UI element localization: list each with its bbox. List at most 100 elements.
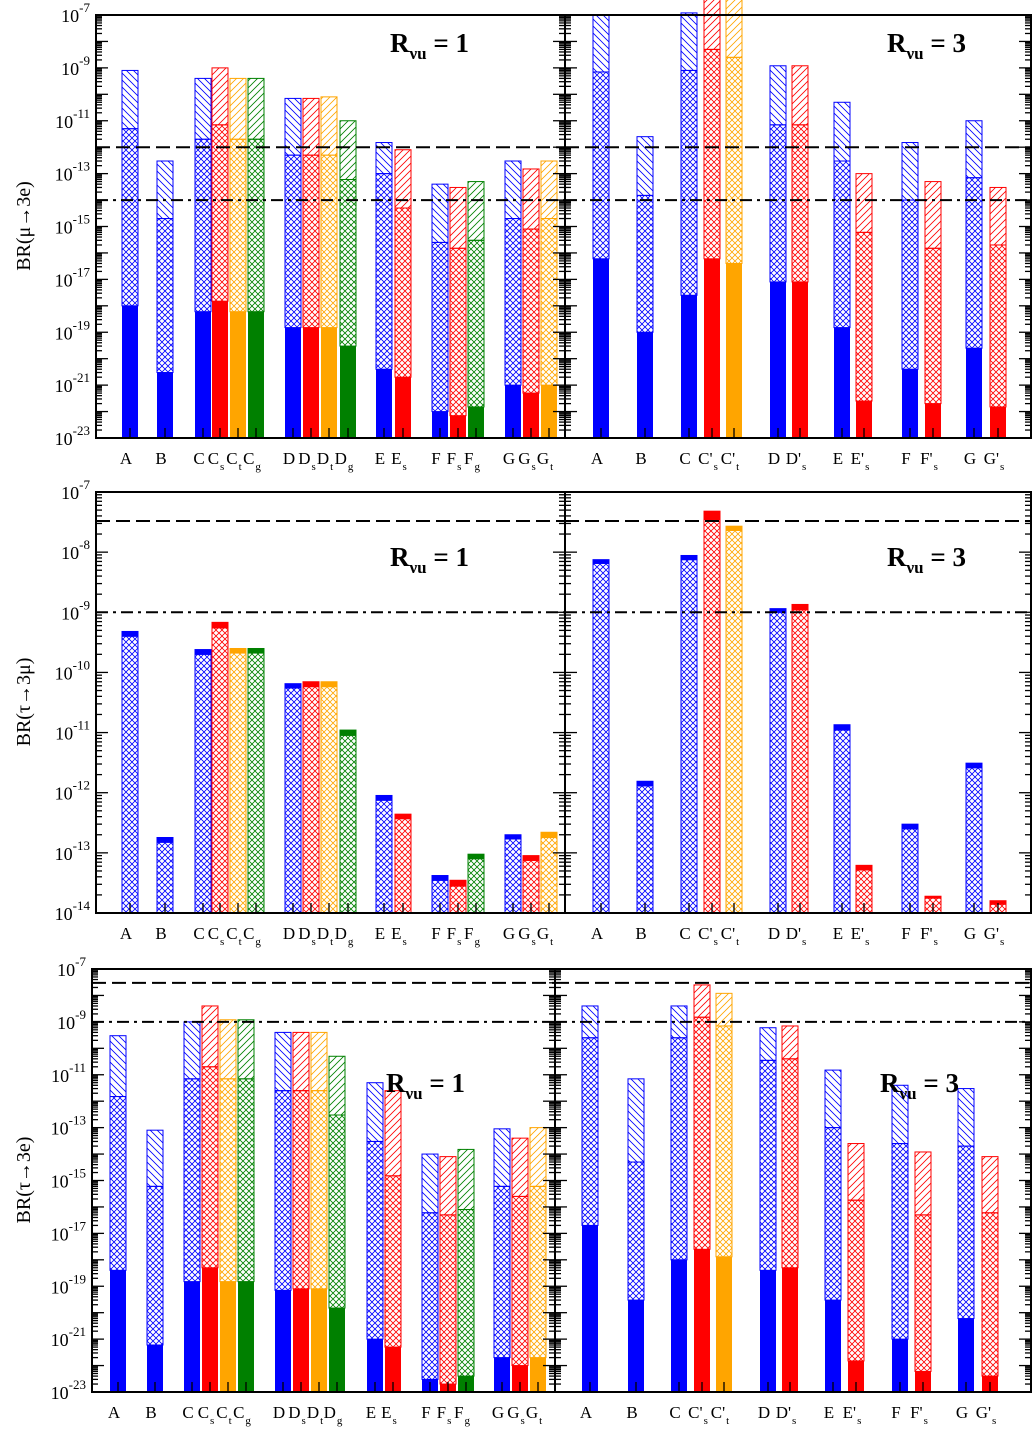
bar-solid-segment [825,1300,841,1392]
bar-solid-cap [302,681,320,688]
bar-solid-cap [467,853,485,860]
bar-crosshatch-segment [302,686,320,914]
bar-diagonal-segment [421,1153,439,1214]
bar-solid-segment [593,258,609,438]
bar-crosshatch-segment [855,231,873,402]
bar-D-blue [759,1027,777,1392]
bar-solid-segment [704,258,720,438]
bar-A-blue [581,1005,599,1392]
bar-diagonal-segment [847,1143,865,1201]
bar-solid-cap [339,729,357,736]
x-tick-label: F [901,449,910,468]
x-tick-label: C's [688,1403,708,1427]
y-tick-label: 10-11 [55,106,90,132]
bar-crosshatch-segment [302,154,320,329]
x-tick-label: Cg [233,1403,251,1427]
x-tick-label: Dt [317,924,333,948]
bar-crosshatch-segment [636,194,654,333]
bar-diagonal-segment [384,1090,402,1177]
bar-diagonal-segment [540,160,558,220]
bar-diagonal-segment [183,1021,201,1080]
x-tick-label: F's [910,1403,928,1427]
x-tick-label: Gt [537,449,553,473]
x-tick-label: C's [698,449,718,473]
bar-Fps-red [914,1151,932,1392]
bar-solid-cap [769,608,787,613]
bar-solid-segment [760,1270,776,1392]
bar-solid-cap [636,780,654,787]
bar-E-blue [833,101,851,438]
x-tick-label: B [155,924,166,943]
panel-annotation: Rνu = 3 [880,1068,959,1103]
x-tick-label: D [283,924,295,943]
panel-frame [564,491,1032,914]
x-tick-label: Cg [243,924,261,948]
bar-A-blue [592,14,610,438]
bar-solid-segment [195,311,211,438]
bar-crosshatch-segment [394,818,412,914]
bar-diagonal-segment [201,1005,219,1068]
bar-crosshatch-segment [522,228,540,394]
bar-diagonal-segment [781,1025,799,1060]
x-tick-label: C [182,1403,193,1422]
bar-E-blue [375,142,393,438]
bar-solid-segment [694,1249,710,1392]
bar-solid-segment [468,406,484,438]
bar-diagonal-segment [219,1019,237,1080]
bar-solid-cap [725,525,743,531]
y-tick-label: 10-7 [61,477,90,503]
bar-diagonal-segment [467,181,485,241]
y-tick-label: 10-14 [55,898,91,924]
bar-Fps-red [924,181,942,438]
bar-crosshatch-segment [284,687,302,914]
bar-D-blue [274,1031,292,1392]
x-tick-label: Fg [464,924,480,948]
bar-Fs-red [449,186,467,438]
bar-C-blue [194,649,212,914]
x-tick-label: A [580,1403,593,1422]
x-tick-label: Cs [208,449,225,473]
bar-diagonal-segment [522,168,540,230]
x-tick-label: A [120,449,133,468]
bar-crosshatch-segment [504,838,522,914]
y-tick-label: 10-13 [55,838,90,864]
bar-Fg-green [467,853,485,914]
bar-crosshatch-segment [375,799,393,914]
bar-crosshatch-segment [989,244,1007,408]
bar-F-blue [901,823,919,914]
bar-diagonal-segment [725,0,743,58]
bar-solid-segment [628,1300,644,1392]
x-tick-label: Ct [216,1403,231,1427]
x-tick-label: B [155,449,166,468]
bar-B-blue [636,136,654,438]
bar-B-blue [156,837,174,914]
bar-solid-segment [220,1281,236,1392]
bar-Gs-red [511,1137,529,1392]
bar-Dg-green [339,120,357,438]
bar-Gt-orange [540,831,558,914]
bar-E-blue [833,724,851,914]
x-tick-label: E's [851,924,870,948]
panel-right: A B C C's C't D D's E E's F F's G G's Rνu = 3 [554,968,1032,1427]
bar-crosshatch-segment [636,785,654,914]
x-tick-label: D's [776,1403,797,1427]
bar-crosshatch-segment [328,1114,346,1309]
x-tick-label: G's [976,1403,997,1427]
bar-crosshatch-segment [201,1066,219,1269]
panel-annotation: Rνu = 1 [390,542,469,577]
x-tick-label: C't [711,1403,729,1427]
x-tick-label: D [273,1403,285,1422]
y-tick-label: 10-10 [55,657,90,683]
bar-solid-segment [582,1225,598,1392]
bar-Dg-green [328,1055,346,1392]
x-tick-label: Fs [447,924,462,948]
bar-diagonal-segment [511,1137,529,1197]
bar-solid-cap [592,559,610,564]
bar-solid-cap [924,895,942,899]
bar-solid-cap [194,649,212,655]
bar-crosshatch-segment [540,218,558,386]
bar-solid-segment [671,1259,687,1392]
bar-Cs-red [201,1005,219,1392]
x-tick-label: D [768,924,780,943]
